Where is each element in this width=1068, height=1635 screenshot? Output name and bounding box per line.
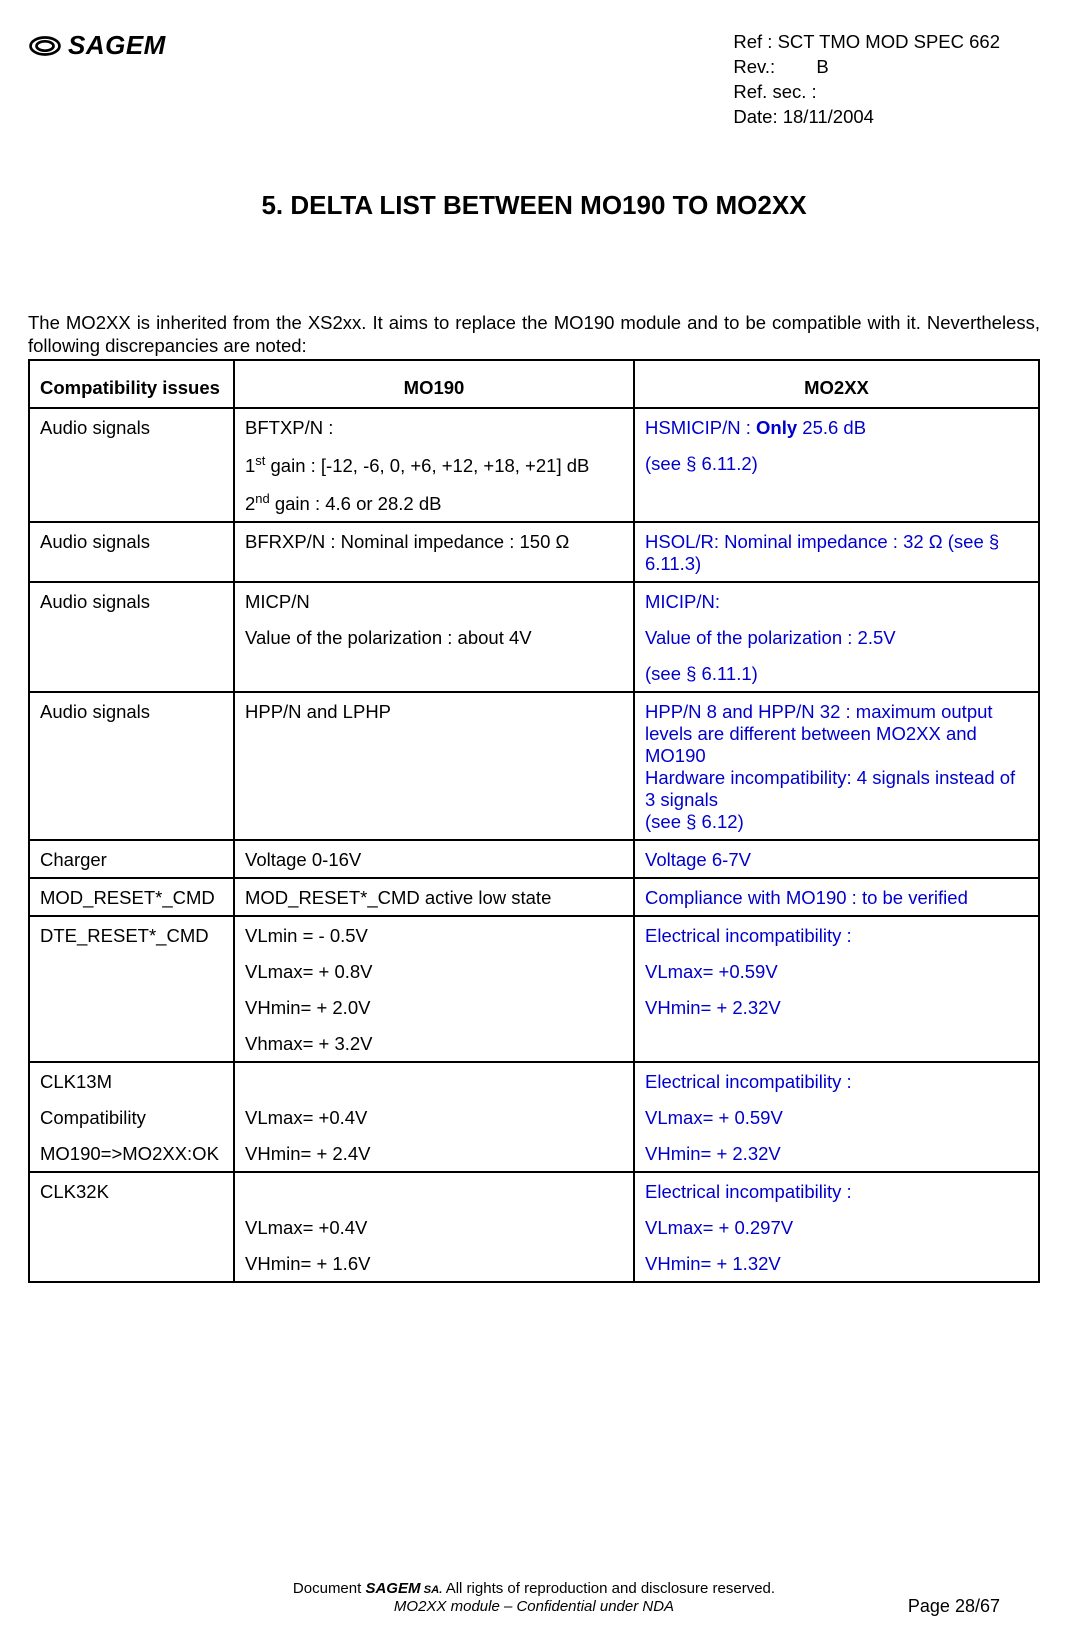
compatibility-table: Compatibility issues MO190 MO2XX Audio s… — [28, 359, 1040, 1283]
table-row: Audio signalsMICP/NValue of the polariza… — [29, 582, 1039, 692]
section-title: 5. DELTA LIST BETWEEN MO190 TO MO2XX — [28, 190, 1040, 221]
cell-mo190: BFTXP/N :1st gain : [-12, -6, 0, +6, +12… — [234, 408, 634, 522]
cell-mo190: HPP/N and LPHP — [234, 692, 634, 840]
footer-line2: MO2XX module – Confidential under NDA — [28, 1598, 1040, 1617]
cell-mo190: VLmax= +0.4VVHmin= + 1.6V — [234, 1172, 634, 1282]
cell-mo2xx: HSOL/R: Nominal impedance : 32 Ω (see § … — [634, 522, 1039, 582]
table-row: CLK32K VLmax= +0.4VVHmin= + 1.6VElectric… — [29, 1172, 1039, 1282]
cell-mo190: VLmax= +0.4VVHmin= + 2.4V — [234, 1062, 634, 1172]
cell-mo190: MOD_RESET*_CMD active low state — [234, 878, 634, 916]
page: SAGEM Ref : SCT TMO MOD SPEC 662 Rev.: B… — [0, 0, 1068, 1635]
cell-mo2xx: HPP/N 8 and HPP/N 32 : maximum output le… — [634, 692, 1039, 840]
doc-meta: Ref : SCT TMO MOD SPEC 662 Rev.: B Ref. … — [733, 30, 1040, 130]
footer-page-number: Page 28/67 — [908, 1596, 1000, 1617]
table-row: Audio signalsHPP/N and LPHPHPP/N 8 and H… — [29, 692, 1039, 840]
table-row: DTE_RESET*_CMDVLmin = - 0.5VVLmax= + 0.8… — [29, 916, 1039, 1062]
cell-issue: MOD_RESET*_CMD — [29, 878, 234, 916]
cell-issue: CLK13MCompatibilityMO190=>MO2XX:OK — [29, 1062, 234, 1172]
meta-ref: Ref : SCT TMO MOD SPEC 662 — [733, 30, 1000, 55]
cell-issue: Charger — [29, 840, 234, 878]
meta-refsec: Ref. sec. : — [733, 80, 1000, 105]
cell-mo2xx: Electrical incompatibility :VLmax= + 0.5… — [634, 1062, 1039, 1172]
meta-rev: Rev.: B — [733, 55, 1000, 80]
cell-issue: Audio signals — [29, 408, 234, 522]
cell-issue: Audio signals — [29, 522, 234, 582]
table-row: Audio signalsBFRXP/N : Nominal impedance… — [29, 522, 1039, 582]
footer-center: Document SAGEM SA. All rights of reprodu… — [28, 1580, 1040, 1618]
table-row: CLK13MCompatibilityMO190=>MO2XX:OK VLmax… — [29, 1062, 1039, 1172]
cell-mo190: BFRXP/N : Nominal impedance : 150 Ω — [234, 522, 634, 582]
logo-ring-icon — [28, 34, 62, 58]
table-row: ChargerVoltage 0-16VVoltage 6-7V — [29, 840, 1039, 878]
cell-issue: DTE_RESET*_CMD — [29, 916, 234, 1062]
table-header-row: Compatibility issues MO190 MO2XX — [29, 360, 1039, 408]
page-footer: Document SAGEM SA. All rights of reprodu… — [28, 1580, 1040, 1618]
cell-issue: CLK32K — [29, 1172, 234, 1282]
brand-name: SAGEM — [68, 30, 166, 61]
table-row: MOD_RESET*_CMDMOD_RESET*_CMD active low … — [29, 878, 1039, 916]
meta-date: Date: 18/11/2004 — [733, 105, 1000, 130]
brand-logo: SAGEM — [28, 30, 166, 61]
cell-mo190: MICP/NValue of the polarization : about … — [234, 582, 634, 692]
th-mo2xx: MO2XX — [634, 360, 1039, 408]
cell-mo2xx: HSMICIP/N : Only 25.6 dB(see § 6.11.2) — [634, 408, 1039, 522]
page-header: SAGEM Ref : SCT TMO MOD SPEC 662 Rev.: B… — [28, 30, 1040, 130]
th-mo190: MO190 — [234, 360, 634, 408]
th-issue: Compatibility issues — [29, 360, 234, 408]
cell-issue: Audio signals — [29, 692, 234, 840]
table-row: Audio signalsBFTXP/N :1st gain : [-12, -… — [29, 408, 1039, 522]
footer-line1: Document SAGEM SA. All rights of reprodu… — [28, 1580, 1040, 1599]
cell-mo190: VLmin = - 0.5VVLmax= + 0.8VVHmin= + 2.0V… — [234, 916, 634, 1062]
cell-mo2xx: Voltage 6-7V — [634, 840, 1039, 878]
cell-mo2xx: Compliance with MO190 : to be verified — [634, 878, 1039, 916]
cell-mo2xx: MICIP/N:Value of the polarization : 2.5V… — [634, 582, 1039, 692]
cell-mo190: Voltage 0-16V — [234, 840, 634, 878]
table-body: Audio signalsBFTXP/N :1st gain : [-12, -… — [29, 408, 1039, 1282]
cell-mo2xx: Electrical incompatibility :VLmax= + 0.2… — [634, 1172, 1039, 1282]
cell-mo2xx: Electrical incompatibility :VLmax= +0.59… — [634, 916, 1039, 1062]
intro-paragraph: The MO2XX is inherited from the XS2xx. I… — [28, 311, 1040, 357]
cell-issue: Audio signals — [29, 582, 234, 692]
